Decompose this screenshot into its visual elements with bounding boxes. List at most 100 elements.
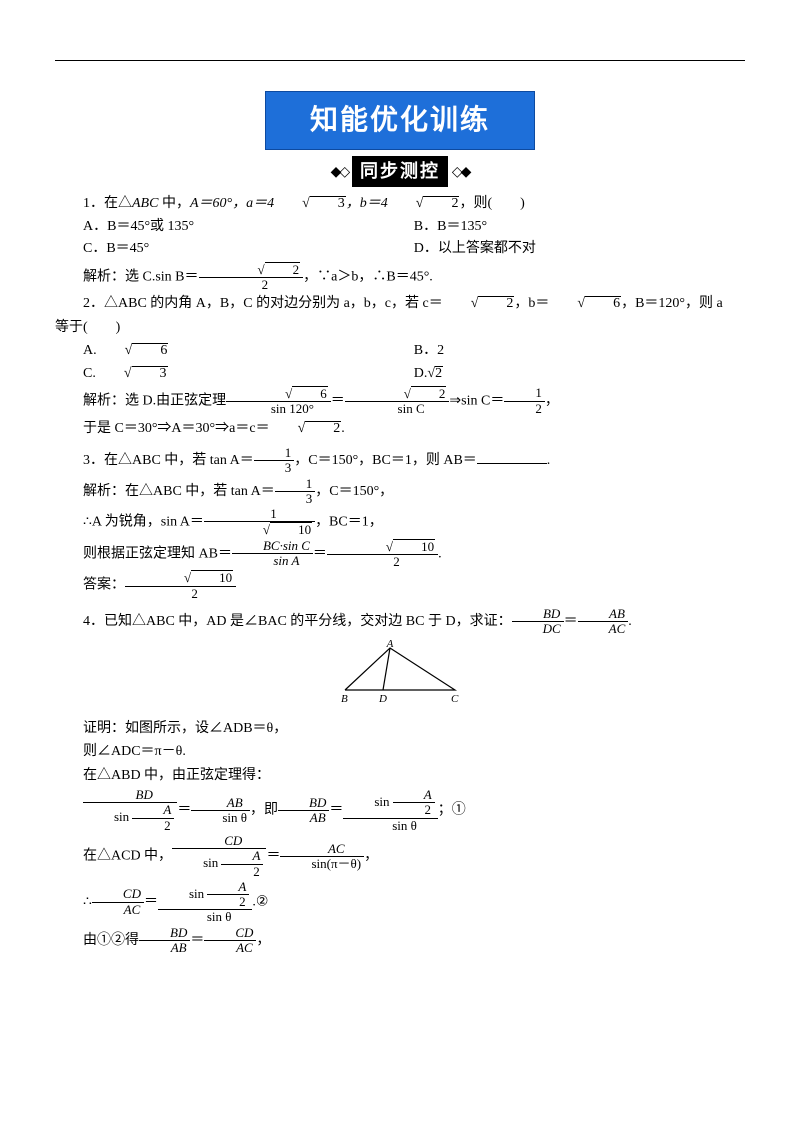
text: ，b＝4: [346, 196, 388, 211]
fraction: 110: [204, 507, 315, 538]
den: 2: [504, 401, 545, 416]
radicand: 3: [132, 366, 168, 381]
fraction: A2: [132, 803, 174, 833]
den: DC: [512, 621, 564, 636]
diamond-decor-left: ◆◇: [331, 163, 349, 179]
num: BD: [278, 796, 329, 810]
text: ，即: [250, 803, 278, 818]
den: 3: [275, 491, 316, 506]
sqrt: 2: [388, 193, 460, 215]
den: 2: [327, 554, 438, 569]
q3-answer: 答案：102: [55, 570, 745, 601]
text: .: [438, 546, 442, 561]
label: C.: [83, 366, 96, 381]
fraction: A2: [393, 788, 435, 818]
q3-sol-1: 解析：在△ABC 中，若 tan A＝13，C＝150°，: [55, 477, 745, 507]
q2-optD: D.2: [414, 363, 745, 385]
q4-l7: 由①②得BDAB＝CDAC，: [55, 926, 745, 956]
num: A: [393, 788, 435, 802]
text: ＝: [144, 894, 158, 909]
den: 2: [207, 894, 249, 909]
text: ，: [545, 393, 559, 408]
text: a＝4: [246, 196, 274, 211]
num: 1: [204, 507, 315, 521]
q2-solution-1: 解析：选 D.由正弦定理6sin 120°＝2sin C⇒sin C＝12，: [55, 386, 745, 417]
sqrt: 6: [97, 340, 169, 362]
text: .: [341, 421, 345, 436]
q1-stem: 1．在△ABC 中，A＝60°，a＝43，b＝42，则( ): [55, 193, 745, 215]
q2-options: A.6 B．2 C.3 D.2: [55, 340, 745, 385]
text: ；①: [438, 803, 466, 818]
num: 1: [275, 477, 316, 491]
label-C: C: [451, 693, 459, 705]
q4-p2: 则∠ADC＝π－θ.: [55, 741, 745, 763]
text: ＝: [190, 933, 204, 948]
radicand: 2: [478, 296, 514, 311]
num: BD: [512, 607, 564, 621]
radicand: 3: [310, 196, 346, 211]
q2-optA: A.6: [55, 340, 414, 362]
text: ，BC＝1，: [315, 515, 383, 530]
text: 于是 C＝30°⇒A＝30°⇒a＝c＝: [83, 421, 270, 436]
radicand: 2: [423, 196, 459, 211]
sqrt: 6: [257, 386, 328, 401]
q1-optA: A．B＝45°或 135°: [55, 216, 414, 238]
num: 1: [504, 386, 545, 400]
text: .: [547, 453, 551, 468]
text: ，b＝: [514, 296, 549, 311]
text: ，∵a＞b，∴B＝45°.: [303, 269, 433, 284]
text: ＝: [266, 849, 280, 864]
fraction: sin A2sin θ: [343, 788, 437, 833]
text: 解析：在△ABC 中，若 tan A＝: [83, 484, 275, 499]
fraction: A2: [221, 849, 263, 879]
fraction: BDAB: [278, 796, 329, 826]
den: sin θ: [343, 818, 437, 833]
sqrt: 3: [274, 193, 346, 215]
radicand: 10: [191, 570, 233, 584]
den: AC: [92, 902, 144, 917]
fraction: sin A2sin θ: [158, 880, 252, 925]
text: A＝60°，: [190, 196, 246, 211]
den: sin θ: [158, 909, 252, 924]
text: ＝: [331, 393, 345, 408]
den: sin A: [232, 553, 313, 568]
fraction: 12: [504, 386, 545, 416]
radicand: 10: [270, 522, 312, 536]
den: 2: [132, 818, 174, 833]
text: ∴A 为锐角，sin A＝: [83, 515, 204, 530]
radicand: 6: [585, 296, 621, 311]
num: AB: [191, 796, 250, 810]
fraction: CDAC: [92, 887, 144, 917]
q4-l6: ∴CDAC＝sin A2sin θ.②: [55, 880, 745, 925]
fraction: 2sin C: [345, 386, 450, 417]
sqrt: 3: [96, 363, 168, 385]
den: sin 120°: [226, 401, 331, 416]
text: 1．在△: [83, 196, 132, 211]
fraction: 102: [327, 539, 438, 570]
text: 由①②得: [83, 933, 139, 948]
den: 2: [221, 864, 263, 879]
den: 2: [393, 802, 435, 817]
text: 2．△ABC 的内角 A，B，C 的对边分别为 a，b，c，若 c＝: [83, 296, 443, 311]
text: ＝: [329, 803, 343, 818]
q1-options: A．B＝45°或 135° B．B＝135° C．B＝45° D．以上答案都不对: [55, 216, 745, 261]
label-A: A: [386, 640, 394, 650]
fraction: 22: [199, 262, 304, 293]
fraction: ABAC: [578, 607, 629, 637]
sqrt: 2: [376, 386, 447, 401]
text: ＝: [564, 614, 578, 629]
q1-solution: 解析：选 C.sin B＝22，∵a＞b，∴B＝45°.: [55, 262, 745, 293]
banner-container: 知能优化训练: [55, 91, 745, 150]
sqrt: 2: [230, 262, 301, 277]
text: sin: [203, 855, 221, 870]
num: A: [132, 803, 174, 817]
den: AB: [278, 810, 329, 825]
q4-l4: BDsin A2＝ABsin θ，即BDAB＝sin A2sin θ；①: [55, 788, 745, 833]
triangle-diagram: A B D C: [335, 640, 465, 705]
num: A: [221, 849, 263, 863]
q3-sol-3: 则根据正弦定理知 AB＝BC·sin Csin A＝102.: [55, 539, 745, 570]
radicand: 2: [411, 386, 447, 400]
text: 3．在△ABC 中，若 tan A＝: [83, 453, 254, 468]
top-rule: [55, 60, 745, 61]
main-banner: 知能优化训练: [265, 91, 535, 150]
